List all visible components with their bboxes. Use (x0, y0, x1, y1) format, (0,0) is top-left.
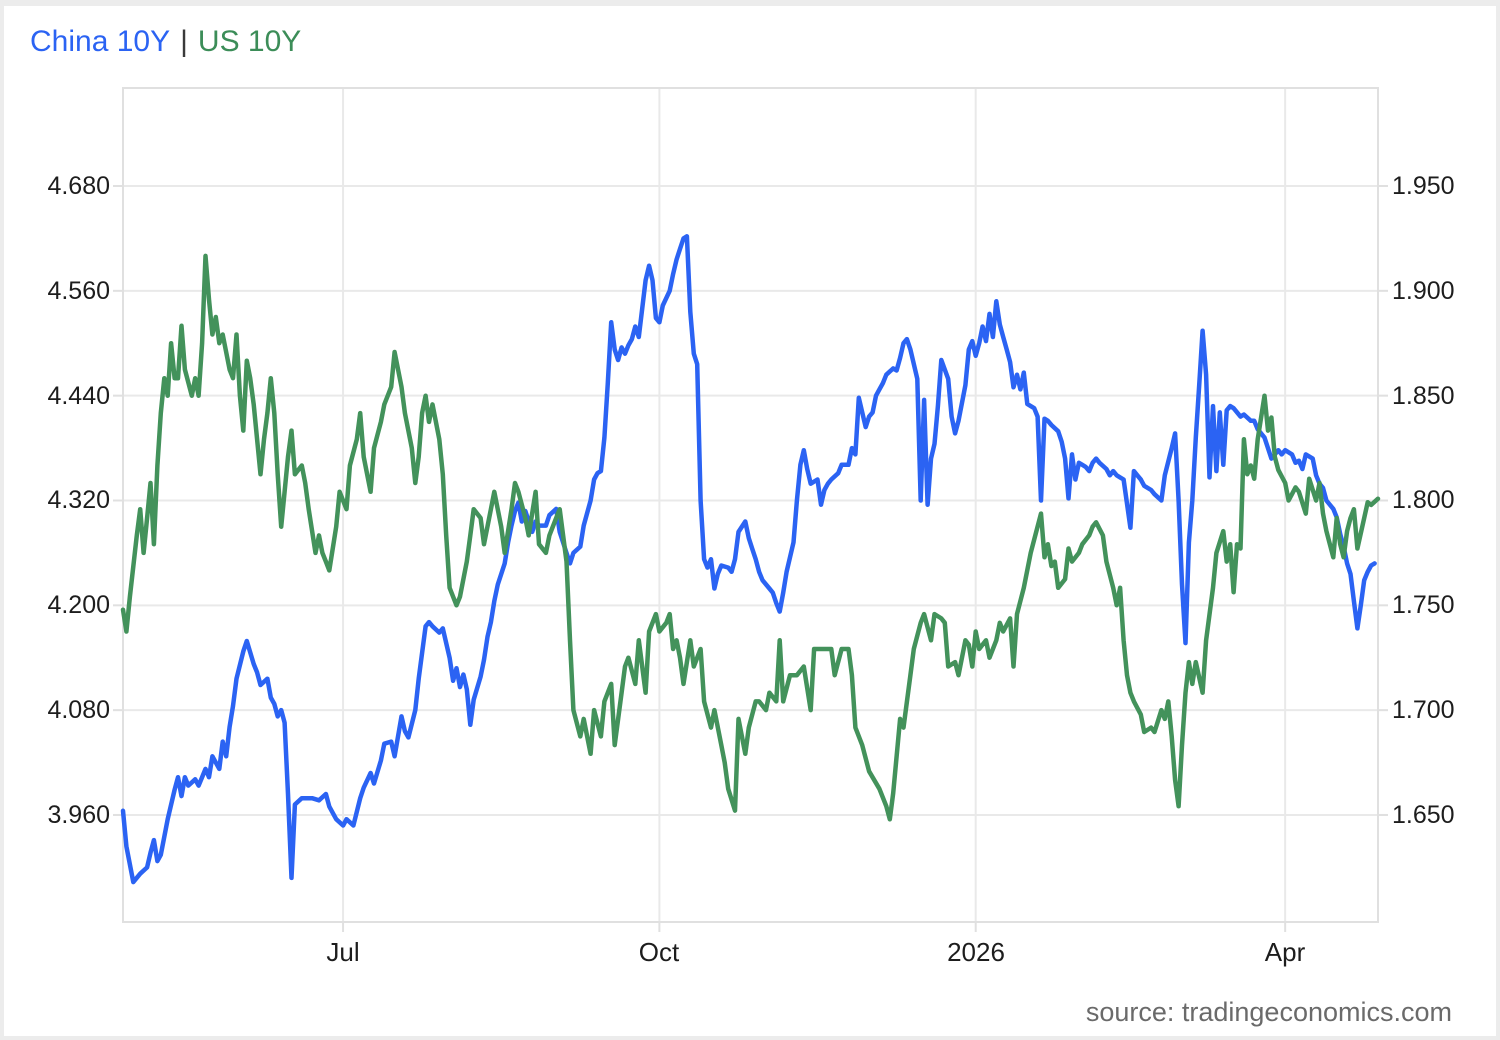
left-axis-tick-label: 4.080 (47, 696, 110, 724)
legend-china-10y[interactable]: China 10Y (30, 25, 171, 58)
legend-us-10y[interactable]: US 10Y (197, 25, 302, 58)
right-axis-tick-label: 1.750 (1392, 591, 1455, 619)
source-attribution[interactable]: source: tradingeconomics.com (1085, 997, 1452, 1027)
chart-legend: China 10Y | US 10Y (30, 24, 301, 60)
right-axis-tick-label: 1.800 (1392, 486, 1455, 514)
x-axis-tick-label-oct: Oct (638, 937, 680, 967)
x-axis-tick-label-jul: Jul (326, 937, 360, 967)
right-axis-tick-label: 1.900 (1392, 277, 1455, 305)
page-edge-right (1496, 0, 1500, 1040)
page-edge-left (0, 0, 4, 1040)
x-axis-tick-label-2026: 2026 (947, 937, 1005, 967)
legend-separator: | (180, 25, 188, 58)
page-edge-top (0, 0, 1500, 6)
us-10y-line[interactable] (120, 253, 1381, 822)
left-axis-tick-label: 4.200 (47, 591, 110, 619)
right-axis-tick-label: 1.650 (1392, 801, 1455, 829)
page-edge-bottom (0, 1036, 1500, 1040)
right-axis-tick-label: 1.950 (1392, 172, 1455, 200)
right-axis-tick-label: 1.850 (1392, 382, 1455, 410)
left-axis-tick-label: 4.680 (47, 172, 110, 200)
left-axis-tick-label: 3.960 (47, 801, 110, 829)
x-axis-tick-label-apr: Apr (1264, 937, 1306, 967)
left-axis-tick-label: 4.560 (47, 277, 110, 305)
right-axis-tick-label: 1.700 (1392, 696, 1455, 724)
china-10y-line[interactable] (120, 234, 1377, 885)
left-axis-tick-label: 4.320 (47, 486, 110, 514)
plot-border (122, 87, 1379, 923)
left-axis-tick-label: 4.440 (47, 382, 110, 410)
